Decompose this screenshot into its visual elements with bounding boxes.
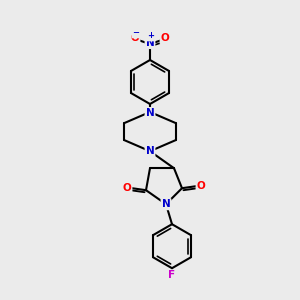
- Text: −: −: [133, 28, 140, 38]
- Text: F: F: [168, 270, 175, 280]
- Text: N: N: [146, 38, 154, 48]
- Text: O: O: [160, 33, 169, 43]
- Text: N: N: [146, 108, 154, 118]
- Text: O: O: [123, 183, 131, 193]
- Text: N: N: [146, 146, 154, 156]
- Text: O: O: [130, 33, 140, 43]
- Text: N: N: [162, 199, 170, 209]
- Text: O: O: [196, 181, 206, 191]
- Text: +: +: [148, 32, 154, 40]
